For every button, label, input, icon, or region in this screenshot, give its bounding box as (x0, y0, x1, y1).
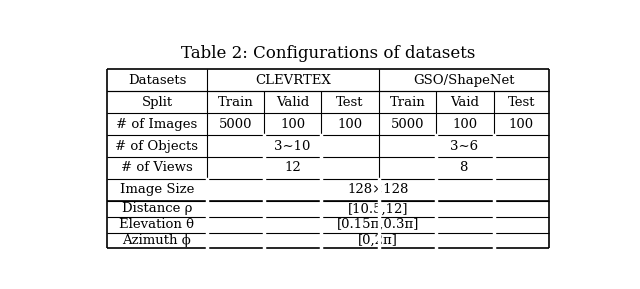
Text: CLEVRTEX: CLEVRTEX (255, 74, 330, 87)
Text: GSO/ShapeNet: GSO/ShapeNet (413, 74, 515, 87)
Text: 100: 100 (280, 118, 305, 131)
Text: 12: 12 (284, 162, 301, 175)
Text: [0.15π,0.3π]: [0.15π,0.3π] (337, 218, 419, 231)
Text: Train: Train (390, 96, 426, 109)
Text: 128×128: 128×128 (347, 184, 408, 197)
Text: Datasets: Datasets (128, 74, 186, 87)
Text: # of Images: # of Images (116, 118, 198, 131)
Text: Test: Test (508, 96, 535, 109)
Text: # of Objects: # of Objects (115, 140, 198, 153)
Text: Vaid: Vaid (451, 96, 479, 109)
Text: [10.5,12]: [10.5,12] (348, 202, 408, 215)
Text: # of Views: # of Views (121, 162, 193, 175)
Text: 8: 8 (460, 162, 468, 175)
Text: Train: Train (218, 96, 253, 109)
Text: Split: Split (141, 96, 173, 109)
Text: 100: 100 (509, 118, 534, 131)
Text: 5000: 5000 (218, 118, 252, 131)
Text: Distance ρ: Distance ρ (122, 202, 192, 215)
Text: [0,2π]: [0,2π] (358, 234, 397, 247)
Text: 5000: 5000 (390, 118, 424, 131)
Text: Azimuth ϕ: Azimuth ϕ (123, 234, 191, 247)
Text: Test: Test (337, 96, 364, 109)
Text: Valid: Valid (276, 96, 309, 109)
Text: Image Size: Image Size (120, 184, 194, 197)
Text: 100: 100 (337, 118, 363, 131)
Text: Elevation θ: Elevation θ (120, 218, 195, 231)
Text: 100: 100 (452, 118, 477, 131)
Text: Table 2: Configurations of datasets: Table 2: Configurations of datasets (181, 45, 475, 62)
Text: 3∼10: 3∼10 (275, 140, 311, 153)
Text: 3∼6: 3∼6 (450, 140, 478, 153)
